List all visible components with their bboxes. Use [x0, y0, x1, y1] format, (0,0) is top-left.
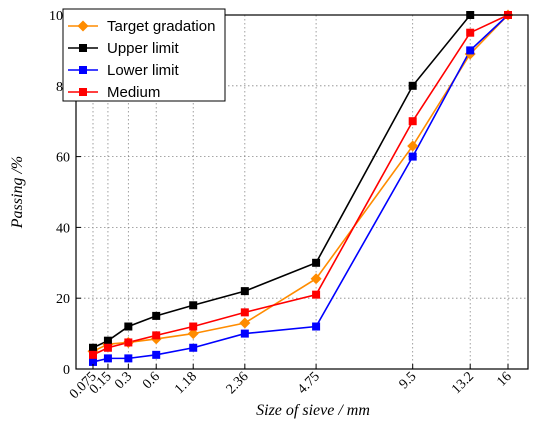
- x-tick-label: 1.18: [172, 369, 200, 397]
- legend-marker: [79, 88, 87, 96]
- data-point: [312, 258, 321, 267]
- data-point: [189, 322, 198, 331]
- data-point: [187, 328, 199, 340]
- x-tick-label: 2.36: [224, 369, 252, 397]
- data-point: [124, 354, 133, 363]
- data-point: [124, 322, 133, 331]
- data-point: [152, 311, 161, 320]
- data-point: [152, 350, 161, 359]
- y-tick-label: 0: [63, 363, 70, 378]
- data-point: [124, 338, 133, 347]
- data-point: [103, 354, 112, 363]
- series-line: [92, 14, 509, 353]
- data-point: [408, 117, 417, 126]
- y-tick-label: 60: [56, 151, 70, 166]
- y-axis-ticks: 020406080100: [49, 9, 81, 378]
- x-tick-label: 13.2: [449, 369, 477, 397]
- x-tick-label: 16: [494, 369, 515, 390]
- legend-label: Lower limit: [107, 62, 180, 79]
- data-point: [89, 343, 97, 352]
- data-point: [189, 343, 198, 352]
- data-point: [103, 343, 112, 352]
- legend: Target gradation Upper limit Lower limit Me…: [62, 8, 226, 102]
- x-tick-label: 9.5: [397, 369, 420, 392]
- data-point: [152, 331, 161, 340]
- legend-box: [62, 8, 226, 102]
- data-point: [89, 357, 97, 366]
- series-line: [92, 14, 508, 349]
- data-point: [240, 308, 249, 317]
- data-point: [103, 336, 112, 345]
- series-line: [92, 14, 509, 363]
- plot-frame: [75, 14, 529, 370]
- data-point: [407, 140, 419, 152]
- legend-label: Medium: [107, 84, 160, 101]
- legend-marker: [79, 66, 87, 74]
- x-tick-label: 0.6: [140, 369, 163, 392]
- legend-label: Target gradation: [107, 18, 215, 35]
- data-point: [239, 317, 251, 329]
- data-point: [240, 287, 249, 296]
- legend-label: Upper limit: [107, 40, 180, 57]
- data-point: [312, 322, 321, 331]
- legend-marker: [79, 44, 87, 52]
- y-tick-label: 40: [56, 221, 70, 236]
- data-point: [89, 350, 97, 359]
- data-point: [189, 301, 198, 310]
- data-point: [312, 290, 321, 299]
- data-point: [408, 81, 417, 90]
- data-point: [240, 329, 249, 338]
- y-tick-label: 20: [56, 292, 70, 307]
- x-tick-label: 0.3: [112, 369, 135, 392]
- legend-marker: [77, 20, 89, 32]
- data-point: [310, 273, 322, 285]
- data-point: [466, 46, 475, 55]
- series-line: [92, 14, 509, 356]
- y-axis-label: Passing /%: [9, 156, 26, 229]
- x-axis-label: Size of sieve / mm: [256, 402, 370, 419]
- data-point: [408, 152, 417, 161]
- data-point: [466, 28, 475, 37]
- x-tick-label: 4.75: [295, 369, 323, 397]
